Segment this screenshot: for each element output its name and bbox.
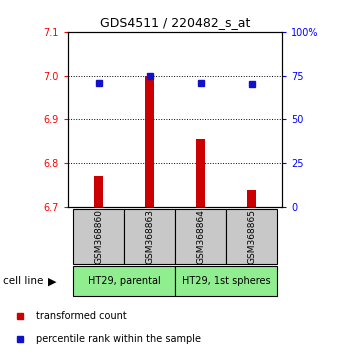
Text: GSM368863: GSM368863 [145,209,154,264]
Text: GSM368864: GSM368864 [196,209,205,264]
Text: HT29, 1st spheres: HT29, 1st spheres [182,275,270,286]
Text: percentile rank within the sample: percentile rank within the sample [36,334,201,344]
Bar [145,76,154,207]
Bar [226,209,277,264]
Bar [73,266,175,296]
Bar [73,209,124,264]
Text: GSM368865: GSM368865 [247,209,256,264]
Bar [196,139,205,207]
Bar [124,209,175,264]
Text: GSM368860: GSM368860 [94,209,103,264]
Text: HT29, parental: HT29, parental [88,275,160,286]
Text: ▶: ▶ [49,276,57,286]
Text: cell line: cell line [3,276,44,286]
Bar [175,266,277,296]
Text: transformed count: transformed count [36,311,127,321]
Bar [94,176,103,207]
Title: GDS4511 / 220482_s_at: GDS4511 / 220482_s_at [100,16,250,29]
Bar [247,190,256,207]
Bar [175,209,226,264]
